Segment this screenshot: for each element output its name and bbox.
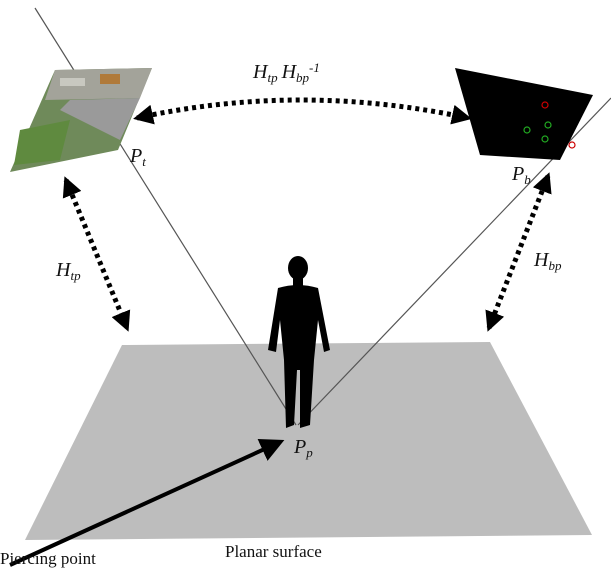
planar-surface-caption: Planar surface [225, 542, 322, 561]
diagram: HtpHbp-1 Pt Pb Htp Hbp Pp Piercing point… [0, 0, 611, 568]
piercing-point-caption: Piercing point [0, 549, 96, 568]
